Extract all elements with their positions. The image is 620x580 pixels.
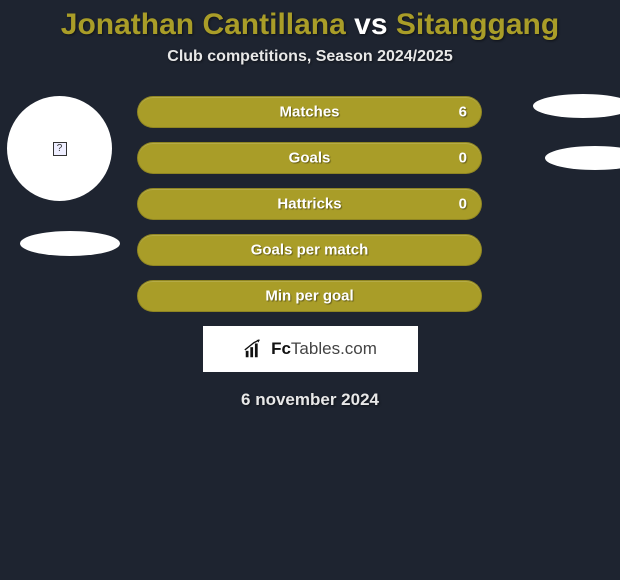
logo-box: FcTables.com bbox=[203, 326, 418, 372]
stat-bar: Min per goal bbox=[137, 280, 482, 312]
subtitle: Club competitions, Season 2024/2025 bbox=[0, 48, 620, 66]
stat-bar-label: Hattricks bbox=[277, 196, 341, 213]
date-text: 6 november 2024 bbox=[0, 390, 620, 410]
logo-bold: Fc bbox=[271, 339, 291, 358]
logo-text: FcTables.com bbox=[271, 339, 377, 359]
avatar-shadow-right-2 bbox=[545, 146, 620, 170]
page-title: Jonathan Cantillana vs Sitanggang bbox=[0, 0, 620, 42]
logo-chart-icon bbox=[243, 338, 265, 360]
player-avatar: ? bbox=[7, 96, 112, 201]
avatar-shadow-right-1 bbox=[533, 94, 620, 118]
content-area: ? Matches 6 Goals 0 Hattricks 0 Goals per matc… bbox=[0, 96, 620, 410]
stat-bar-label: Matches bbox=[279, 104, 339, 121]
avatar-placeholder-icon: ? bbox=[53, 142, 67, 156]
vs-text: vs bbox=[354, 8, 387, 41]
stat-bar-label: Goals per match bbox=[251, 242, 369, 259]
player1-name: Jonathan Cantillana bbox=[61, 8, 346, 41]
logo-rest: Tables bbox=[291, 339, 340, 358]
stat-bar-value: 0 bbox=[459, 150, 467, 167]
avatar-shadow-left bbox=[20, 231, 120, 256]
stat-bar-label: Goals bbox=[289, 150, 331, 167]
stat-bar: Hattricks 0 bbox=[137, 188, 482, 220]
stat-bar-label: Min per goal bbox=[265, 288, 353, 305]
stat-bar: Goals per match bbox=[137, 234, 482, 266]
stat-bar: Matches 6 bbox=[137, 96, 482, 128]
stat-bar: Goals 0 bbox=[137, 142, 482, 174]
stat-bar-value: 6 bbox=[459, 104, 467, 121]
player2-name: Sitanggang bbox=[396, 8, 559, 41]
stat-bar-value: 0 bbox=[459, 196, 467, 213]
stat-bars: Matches 6 Goals 0 Hattricks 0 Goals per match M… bbox=[137, 96, 482, 312]
logo-suffix: .com bbox=[340, 339, 377, 358]
